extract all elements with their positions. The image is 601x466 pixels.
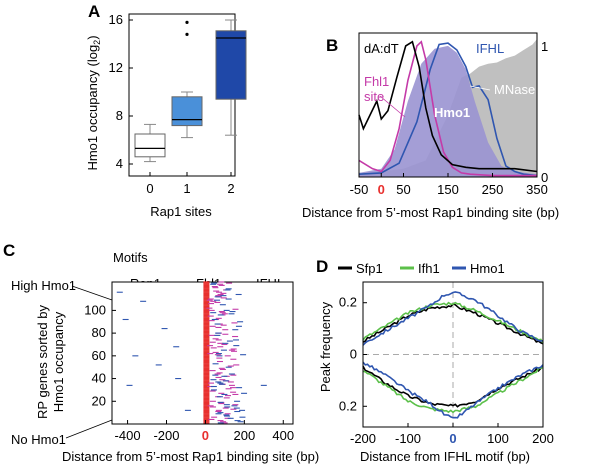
label-fhl1-site-line1: Fhl1 xyxy=(364,74,389,89)
legend-label-hmo1: Hmo1 xyxy=(470,261,505,276)
legend-label-ifh1: Ifh1 xyxy=(418,261,440,276)
panel-b-right-tick-1: 1 xyxy=(541,39,548,54)
panel-b-xtick-label: 150 xyxy=(437,182,459,197)
panel-d-xtick-label: -200 xyxy=(350,431,376,446)
label-mnase: MNase xyxy=(494,82,535,97)
series-da-dt xyxy=(358,40,538,173)
series-hmo1-top xyxy=(362,291,544,346)
panel-c-ylabel-line1: RP genes sorted by xyxy=(35,305,50,419)
panel-d-xtick-label: 200 xyxy=(532,431,554,446)
panel-d-xlabel: Distance from IFHL motif (bp) xyxy=(360,449,530,464)
panel-c-xtick-label: -400 xyxy=(115,428,141,443)
panel-d-xtick-label: 100 xyxy=(487,431,509,446)
panel-c-xlabel: Distance from 5’-most Rap1 binding site … xyxy=(62,449,319,464)
panel-c-xtick-label: 200 xyxy=(233,428,255,443)
panel-a-ylabel: Hmo1 occupancy (log2) xyxy=(85,35,102,170)
box-0 xyxy=(134,133,166,158)
panel-d-legend: Sfp1 Ifh1 Hmo1 xyxy=(338,261,505,276)
label-high-hmo1: High Hmo1 xyxy=(11,278,76,293)
panel-a-xtick-label: 0 xyxy=(146,181,153,196)
label-hmo1: Hmo1 xyxy=(434,105,470,120)
series-ifh1-bottom xyxy=(362,366,544,414)
panel-d-xtick-label: 0 xyxy=(449,431,456,446)
panel-c-ytick-label: 20 xyxy=(92,393,106,408)
label-ifhl: IFHL xyxy=(476,41,504,56)
panel-d-ylabel: Peak frequency xyxy=(318,301,333,392)
panel-a-xlabel: Rap1 sites xyxy=(150,204,212,219)
series-fhl1-site xyxy=(358,40,537,177)
legend-title-motifs: Motifs xyxy=(113,250,148,265)
series-ifh1-top xyxy=(362,301,544,344)
series-ifhl xyxy=(358,42,538,177)
panel-c-ylabel-line2: Hmo1 occupancy xyxy=(51,311,66,412)
panel-c-ytick-label: 100 xyxy=(84,302,106,317)
panel-c: C Motifs Rap1Fhl1IFHL High Hmo1 No Hmo1 … xyxy=(3,241,319,464)
panel-b-xtick-label: 0 xyxy=(378,182,385,197)
panel-c-ytick-label: 40 xyxy=(92,371,106,386)
series-hmo1-bottom xyxy=(362,361,544,419)
panel-a-xtick-label: 2 xyxy=(227,181,234,196)
panel-a-ytick-label: 16 xyxy=(109,12,123,27)
panel-b-xtick-label: 350 xyxy=(526,182,548,197)
panel-a-ytick-label: 4 xyxy=(116,156,123,171)
box-outlier xyxy=(185,20,189,24)
box-outlier xyxy=(185,32,189,37)
panel-c-ytick-label: 60 xyxy=(92,348,106,363)
panel-d: D Sfp1 Ifh1 Hmo1 -200 -100 0 100 200 0.2 0 0.2 Pe… xyxy=(316,257,554,464)
panel-c-plot: -400 -200 0 200 400 20 40 60 80 100 xyxy=(84,281,294,443)
panel-letter-c: C xyxy=(3,241,15,260)
panel-a-ytick-label: 12 xyxy=(109,60,123,75)
panel-letter-b: B xyxy=(326,36,338,55)
panel-letter-a: A xyxy=(88,2,100,21)
panel-a-ytick-label: 8 xyxy=(116,108,123,123)
box-1 xyxy=(171,96,203,127)
panel-c-xtick-label: 400 xyxy=(272,428,294,443)
mnase-pointer xyxy=(470,85,491,91)
label-fhl1-site-line2: site xyxy=(364,89,384,104)
high-hmo1-pointer xyxy=(71,285,113,301)
legend-label-sfp1: Sfp1 xyxy=(356,261,383,276)
panel-d-ytick-label: 0 xyxy=(350,347,357,362)
panel-letter-d: D xyxy=(316,257,328,276)
panel-b-xtick-label: 250 xyxy=(482,182,504,197)
panel-c-ytick-label: 80 xyxy=(92,325,106,340)
panel-d-ytick-label: 0.2 xyxy=(339,398,357,413)
panel-c-xtick-label: 0 xyxy=(202,428,209,443)
fhl1-pointer xyxy=(379,95,406,118)
no-hmo1-pointer xyxy=(65,419,113,439)
panel-a-xtick-label: 1 xyxy=(183,181,190,196)
panel-d-plot: -200 -100 0 100 200 0.2 0 0.2 xyxy=(339,281,554,446)
panel-b-xtick-label: -50 xyxy=(350,182,369,197)
series-mnase xyxy=(359,39,537,177)
series-hmo1 xyxy=(359,45,537,178)
box-2 xyxy=(215,30,247,100)
panel-b: B -50 0 50 150 250 350 1 0 dA:dT Fhl1 site IFHL… xyxy=(302,32,559,220)
panel-c-frame xyxy=(111,281,294,425)
panel-b-xlabel: Distance from 5’-most Rap1 binding site … xyxy=(302,205,559,220)
panel-b-plot: -50 0 50 150 250 350 1 0 xyxy=(350,32,548,197)
panel-d-xtick-label: -100 xyxy=(395,431,421,446)
panel-d-ytick-label: 0.2 xyxy=(339,295,357,310)
label-no-hmo1: No Hmo1 xyxy=(11,432,66,447)
label-dadt: dA:dT xyxy=(364,41,399,56)
panel-b-right-tick-0: 0 xyxy=(541,170,548,185)
panel-c-xtick-label: -200 xyxy=(153,428,179,443)
panel-b-xtick-label: 50 xyxy=(396,182,410,197)
